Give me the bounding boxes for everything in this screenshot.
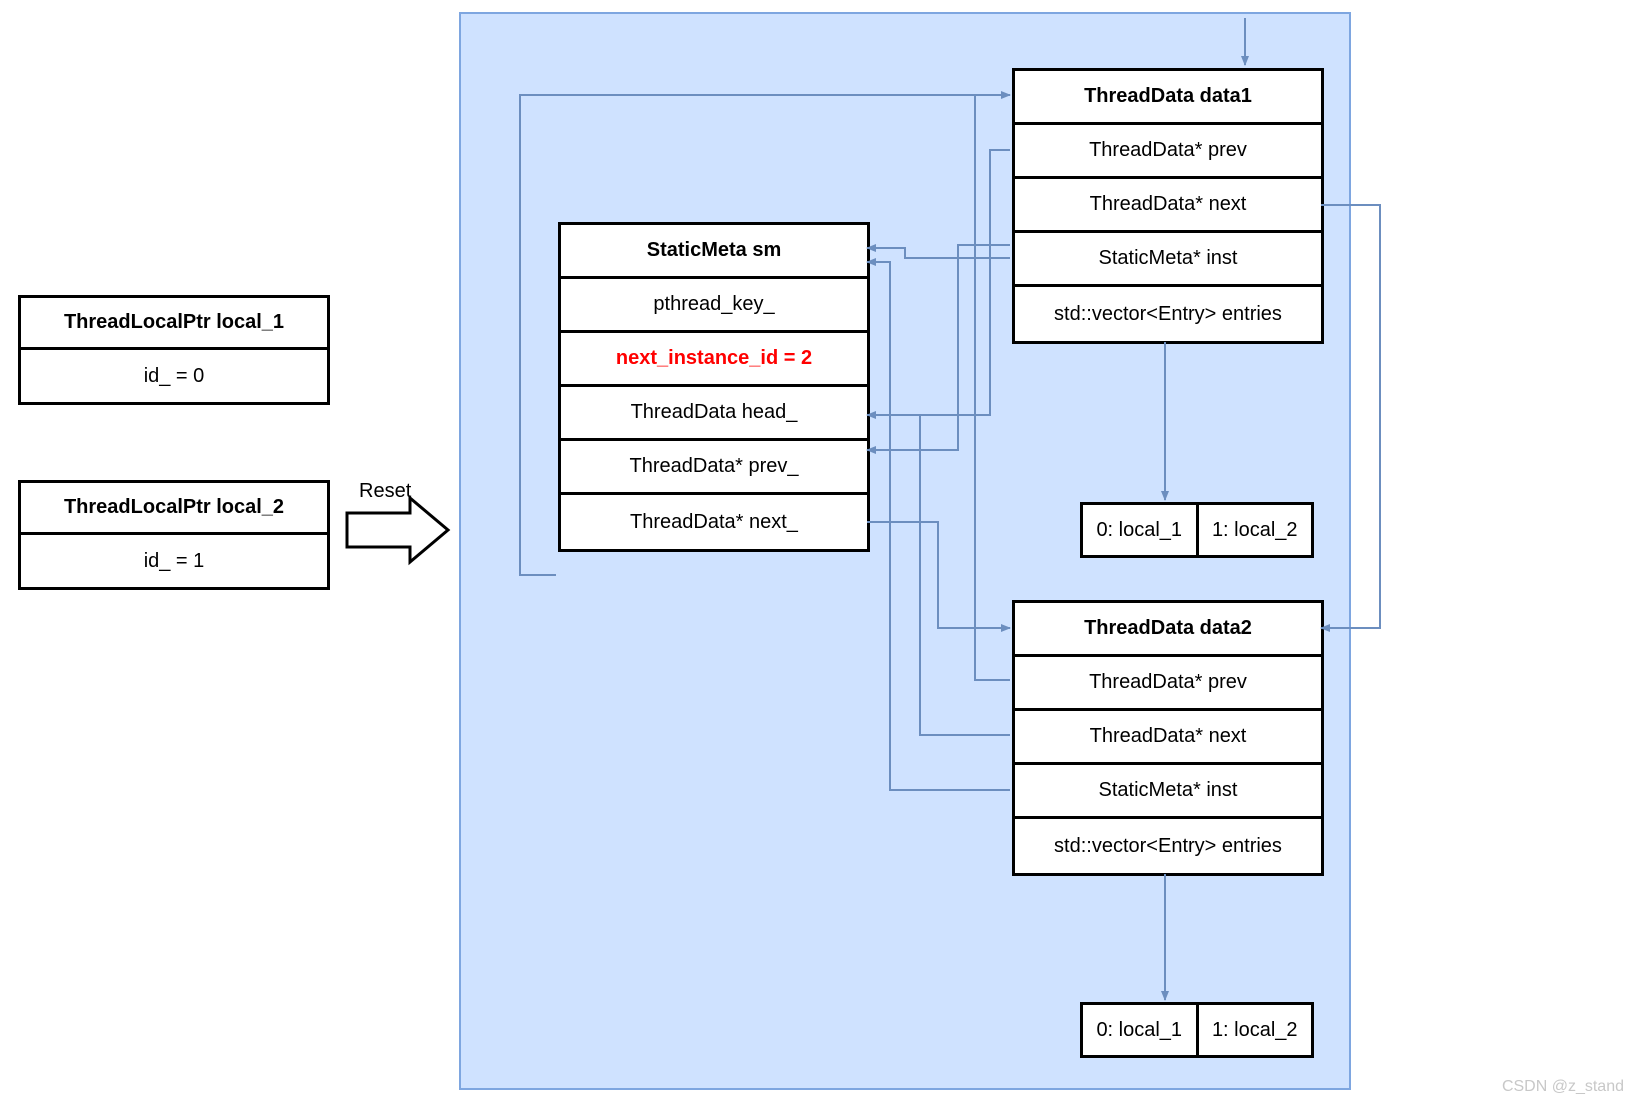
sm-row4: ThreadData* prev_	[561, 441, 867, 495]
sm-row2: next_instance_id = 2	[561, 333, 867, 387]
entries2-box: 0: local_1 1: local_2	[1080, 1002, 1314, 1058]
entries1-c1: 1: local_2	[1199, 505, 1312, 555]
data1-row4: std::vector<Entry> entries	[1015, 287, 1321, 341]
data2-header: ThreadData data2	[1015, 603, 1321, 657]
sm-header: StaticMeta sm	[561, 225, 867, 279]
data1-box: ThreadData data1 ThreadData* prev Thread…	[1012, 68, 1324, 344]
sm-row3: ThreadData head_	[561, 387, 867, 441]
reset-label: Reset	[359, 480, 411, 503]
entries2-c1: 1: local_2	[1199, 1005, 1312, 1055]
entries2-c0: 0: local_1	[1083, 1005, 1199, 1055]
data2-box: ThreadData data2 ThreadData* prev Thread…	[1012, 600, 1324, 876]
local1-box: ThreadLocalPtr local_1 id_ = 0	[18, 295, 330, 405]
data1-row1: ThreadData* prev	[1015, 125, 1321, 179]
sm-row5: ThreadData* next_	[561, 495, 867, 549]
local2-id: id_ = 1	[21, 535, 327, 587]
local1-id: id_ = 0	[21, 350, 327, 402]
data1-row3: StaticMeta* inst	[1015, 233, 1321, 287]
entries1-box: 0: local_1 1: local_2	[1080, 502, 1314, 558]
data2-row2: ThreadData* next	[1015, 711, 1321, 765]
data1-header: ThreadData data1	[1015, 71, 1321, 125]
data2-row4: std::vector<Entry> entries	[1015, 819, 1321, 873]
sm-row1: pthread_key_	[561, 279, 867, 333]
staticmeta-box: StaticMeta sm pthread_key_ next_instance…	[558, 222, 870, 552]
entries1-c0: 0: local_1	[1083, 505, 1199, 555]
data1-row2: ThreadData* next	[1015, 179, 1321, 233]
data2-row1: ThreadData* prev	[1015, 657, 1321, 711]
local2-header: ThreadLocalPtr local_2	[21, 483, 327, 535]
watermark: CSDN @z_stand	[1502, 1078, 1624, 1096]
local1-header: ThreadLocalPtr local_1	[21, 298, 327, 350]
data2-row3: StaticMeta* inst	[1015, 765, 1321, 819]
local2-box: ThreadLocalPtr local_2 id_ = 1	[18, 480, 330, 590]
